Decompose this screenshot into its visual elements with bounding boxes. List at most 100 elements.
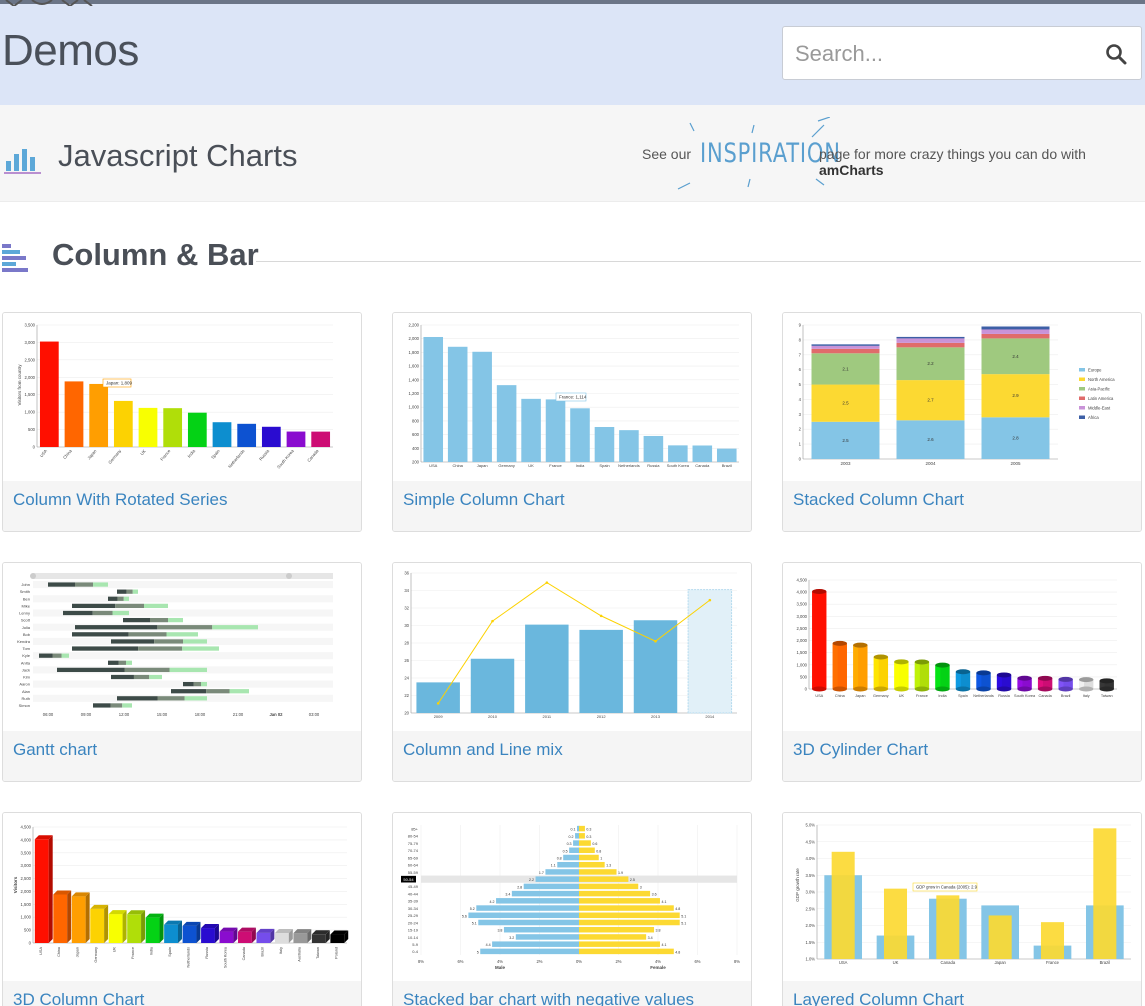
x-tick-label: 4% bbox=[497, 959, 503, 964]
cylinder-highlight bbox=[935, 665, 941, 689]
col3d-tick-label: 1,000 bbox=[21, 915, 32, 920]
cylinder-base bbox=[1099, 686, 1114, 692]
card-caption: Stacked Column Chart bbox=[783, 481, 1141, 531]
card-thumbnail[interactable]: 20 22 24 26 28 30 32 34 36 2009 2010 2011 2012 2013 20… bbox=[393, 563, 751, 731]
card-title-link[interactable]: Column and Line mix bbox=[403, 740, 563, 759]
gantt-bar bbox=[110, 703, 123, 708]
category-label: Spain bbox=[168, 947, 172, 957]
card-thumbnail[interactable]: 0 500 1,000 1,500 2,000 2,500 3,000 3,500 Visito… bbox=[3, 313, 361, 481]
search-icon[interactable] bbox=[1105, 43, 1127, 65]
category-label: 2003 bbox=[840, 461, 851, 466]
stack-segment bbox=[981, 338, 1050, 375]
category-label: UK bbox=[139, 448, 147, 456]
category-label: Canada bbox=[306, 448, 320, 463]
age-label: 60-64 bbox=[408, 863, 419, 868]
gantt-bar bbox=[72, 646, 139, 651]
resource-label: Kendra bbox=[17, 639, 31, 644]
stack-segment bbox=[811, 384, 880, 422]
mix-tick-label: 26 bbox=[404, 658, 409, 663]
column-side bbox=[233, 927, 238, 943]
male-value-label: 0.5 bbox=[563, 849, 568, 853]
gantt-bar bbox=[169, 667, 207, 673]
col3d-tick-label: 2,500 bbox=[21, 876, 32, 881]
cylinder-top bbox=[976, 670, 991, 676]
demo-card-simple-column[interactable]: 200 400 600 800 1,000 1,200 1,400 1,600 1,800 2,0… bbox=[392, 312, 752, 532]
card-title-link[interactable]: Column With Rotated Series bbox=[13, 490, 228, 509]
column-front bbox=[330, 934, 345, 943]
card-thumbnail[interactable]: 1.0% 1.5% 2.0% 2.5% 3.0% 3.5% 4.0% 4.5% 5.0% GDP … bbox=[783, 813, 1141, 981]
category-label: India bbox=[186, 448, 196, 459]
card-thumbnail[interactable]: 0 500 1,000 1,500 2,000 2,500 3,000 3,500 4,000 4… bbox=[783, 563, 1141, 731]
card-title-link[interactable]: Simple Column Chart bbox=[403, 490, 565, 509]
bar bbox=[261, 426, 281, 447]
female-value-label: 3.8 bbox=[656, 929, 661, 933]
demo-card-stacked-negative[interactable]: 8% 6% 4% 2% 0% 2% 4% 6% 8% 85+ 0.1 0.3 80-54 0.2 0.3 75… bbox=[392, 812, 752, 1006]
demo-card-stacked-column[interactable]: 0 1 2 3 4 5 6 7 8 9 2003 2.5 2.5 2.1 2004 2.6 2.7 2.2 2005… bbox=[782, 312, 1142, 532]
legend-label: Asia-Pacific bbox=[1088, 387, 1110, 392]
search-input[interactable] bbox=[795, 39, 1095, 69]
male-bar bbox=[575, 833, 579, 839]
category-label: Spain bbox=[599, 463, 609, 468]
female-value-label: 0.6 bbox=[592, 842, 597, 846]
card-thumbnail[interactable]: Show allJohnSmithBenMikeLennyScottJuliaB… bbox=[3, 563, 361, 731]
female-bar bbox=[579, 840, 591, 846]
category-label: 2009 bbox=[434, 714, 444, 719]
female-value-label: 5.1 bbox=[681, 914, 686, 918]
category-label: China bbox=[452, 463, 463, 468]
simple-column-chart: 200 400 600 800 1,000 1,200 1,400 1,600 1,800 2,0… bbox=[409, 323, 739, 468]
cylinder-highlight bbox=[976, 672, 982, 689]
card-thumbnail[interactable]: 0 1 2 3 4 5 6 7 8 9 2003 2.5 2.5 2.1 2004 2.6 2.7 2.2 2005… bbox=[783, 313, 1141, 481]
line-point bbox=[654, 639, 657, 643]
resource-label: Tom bbox=[22, 646, 30, 651]
gantt-bar bbox=[212, 625, 258, 630]
cylinder-highlight bbox=[1079, 679, 1085, 689]
age-label: 30-34 bbox=[408, 906, 419, 911]
bar bbox=[237, 423, 257, 447]
gantt-bar bbox=[115, 603, 144, 609]
scrollbar-track bbox=[33, 573, 333, 579]
demo-card-column-rotated[interactable]: 0 500 1,000 1,500 2,000 2,500 3,000 3,500 Visito… bbox=[2, 312, 362, 532]
female-value-label: 4.1 bbox=[661, 943, 666, 947]
x-tick-label: 4% bbox=[655, 959, 661, 964]
demo-card-column-line-mix[interactable]: 20 22 24 26 28 30 32 34 36 2009 2010 2011 2012 2013 20… bbox=[392, 562, 752, 782]
simple-tick-label: 1,000 bbox=[409, 405, 420, 410]
logo-fragment[interactable] bbox=[4, 0, 94, 6]
male-value-label: 1.7 bbox=[539, 871, 544, 875]
category-label: Italy bbox=[279, 947, 283, 954]
column-front bbox=[274, 933, 289, 943]
card-thumbnail[interactable]: 200 400 600 800 1,000 1,200 1,400 1,600 1,800 2,0… bbox=[393, 313, 751, 481]
bar bbox=[496, 385, 517, 462]
demo-card-layered-column[interactable]: 1.0% 1.5% 2.0% 2.5% 3.0% 3.5% 4.0% 4.5% 5.0% GDP … bbox=[782, 812, 1142, 1006]
stacked-tick-label: 3 bbox=[799, 412, 802, 417]
demo-card-3d-column[interactable]: 0 500 1,000 1,500 2,000 2,500 3,000 3,500 4,000 4… bbox=[2, 812, 362, 1006]
male-bar bbox=[545, 869, 579, 875]
rotated-tick-label: 1,500 bbox=[25, 392, 36, 397]
cylinder-highlight bbox=[873, 656, 879, 689]
resource-label: Kyle bbox=[22, 653, 31, 658]
female-bar bbox=[579, 912, 680, 919]
category-label: Japan bbox=[86, 448, 98, 460]
card-title-link[interactable]: Gantt chart bbox=[13, 740, 98, 759]
gantt-bar bbox=[128, 632, 167, 637]
card-title-link[interactable]: 3D Column Chart bbox=[13, 990, 145, 1006]
search-box[interactable] bbox=[782, 26, 1142, 80]
gantt-bar bbox=[117, 589, 127, 594]
section-title: Javascript Charts bbox=[58, 138, 298, 173]
inspiration-link[interactable]: INSPIRATION bbox=[700, 138, 841, 169]
gantt-bar bbox=[75, 625, 158, 630]
age-label: 50-54 bbox=[403, 877, 414, 882]
demo-card-gantt[interactable]: Show allJohnSmithBenMikeLennyScottJuliaB… bbox=[2, 562, 362, 782]
column-top bbox=[293, 929, 312, 934]
column-line-chart: 20 22 24 26 28 30 32 34 36 2009 2010 2011 2012 2013 20… bbox=[404, 571, 737, 719]
card-title-link[interactable]: Stacked Column Chart bbox=[793, 490, 965, 509]
card-thumbnail[interactable]: 8% 6% 4% 2% 0% 2% 4% 6% 8% 85+ 0.1 0.3 80-54 0.2 0.3 75… bbox=[393, 813, 751, 981]
card-title-link[interactable]: Stacked bar chart with negative values bbox=[403, 990, 695, 1006]
column-2005 bbox=[831, 851, 855, 959]
demo-card-3d-cylinder[interactable]: 0 500 1,000 1,500 2,000 2,500 3,000 3,500 4,000 4… bbox=[782, 562, 1142, 782]
card-title-link[interactable]: Layered Column Chart bbox=[793, 990, 965, 1006]
simple-tick-label: 2,200 bbox=[409, 323, 420, 328]
category-label: Netherlands bbox=[618, 463, 640, 468]
female-value-label: 2.5 bbox=[630, 878, 635, 882]
card-title-link[interactable]: 3D Cylinder Chart bbox=[793, 740, 929, 759]
card-thumbnail[interactable]: 0 500 1,000 1,500 2,000 2,500 3,000 3,500 4,000 4… bbox=[3, 813, 361, 981]
